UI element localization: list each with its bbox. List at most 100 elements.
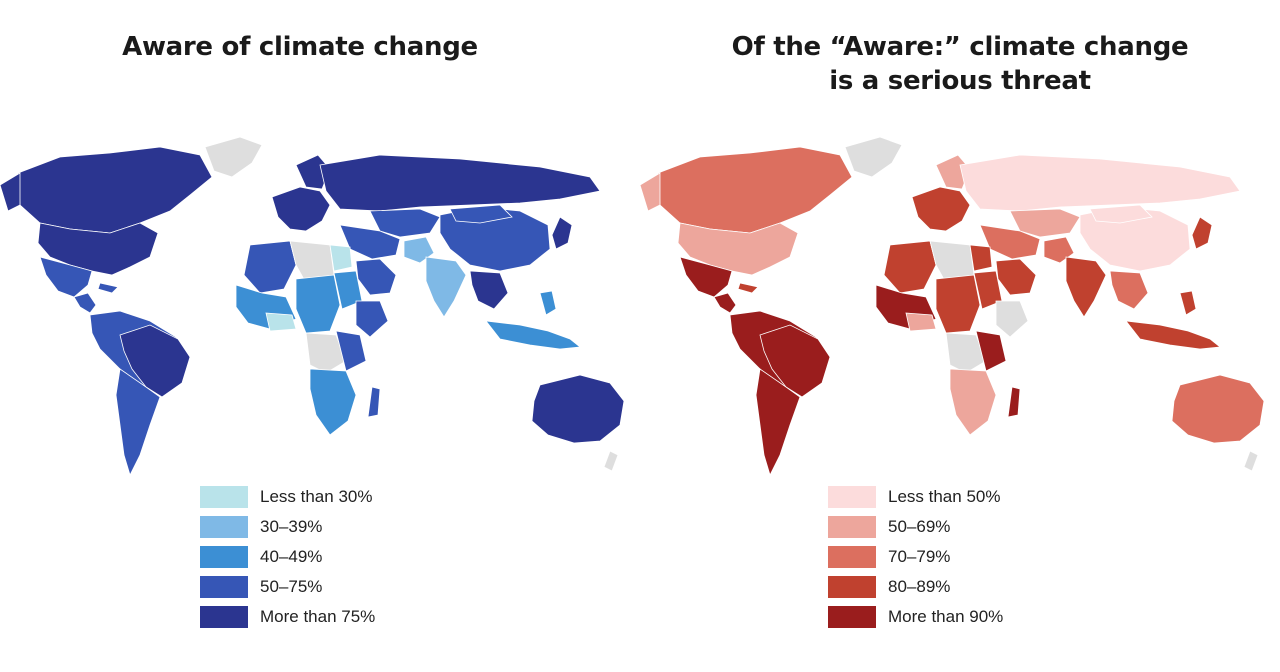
awareness-map-panel: Aware of climate change <box>0 30 625 632</box>
legend-swatch <box>828 516 876 538</box>
legend-item: More than 75% <box>200 602 375 632</box>
legend-swatch <box>200 516 248 538</box>
legend-swatch <box>200 576 248 598</box>
threat-map-title: Of the “Aware:” climate change is a seri… <box>640 30 1280 98</box>
japan <box>551 216 573 250</box>
threat-title-line-1: Of the “Aware:” climate change <box>731 32 1189 62</box>
mongolia <box>1089 204 1153 224</box>
india <box>1065 256 1107 318</box>
legend-label: 80–89% <box>888 577 951 596</box>
greenland <box>844 136 903 178</box>
alaska <box>0 172 21 212</box>
central-africa <box>935 274 981 334</box>
awareness-world-map <box>0 136 625 477</box>
southern-africa <box>309 368 357 436</box>
canada <box>657 146 853 234</box>
legend-label: 50–69% <box>888 517 951 536</box>
legend-item: 50–69% <box>828 512 1003 542</box>
central-america <box>713 292 737 314</box>
philippines <box>1179 290 1197 316</box>
mexico <box>679 256 733 298</box>
legend-label: 70–79% <box>888 547 951 566</box>
brazil <box>119 324 191 398</box>
central-america <box>73 292 97 314</box>
legend-swatch <box>828 576 876 598</box>
north-africa-west <box>243 240 297 294</box>
russia <box>959 154 1241 212</box>
legend-label: Less than 30% <box>260 487 373 506</box>
greenland <box>204 136 263 178</box>
legend-swatch <box>828 486 876 508</box>
legend-item: 70–79% <box>828 542 1003 572</box>
threat-world-map <box>640 136 1265 477</box>
philippines <box>539 290 557 316</box>
mexico <box>39 256 93 298</box>
legend-label: 50–75% <box>260 577 323 596</box>
south-america-south <box>115 368 161 477</box>
caribbean <box>97 282 119 294</box>
china <box>439 206 551 272</box>
legend-label: Less than 50% <box>888 487 1001 506</box>
legend-label: 30–39% <box>260 517 323 536</box>
alaska <box>640 172 661 212</box>
new-zealand <box>1243 450 1259 472</box>
east-africa <box>975 330 1007 372</box>
mongolia <box>449 204 513 224</box>
madagascar <box>1007 386 1021 418</box>
east-africa <box>335 330 367 372</box>
japan <box>1191 216 1213 250</box>
congo <box>305 332 347 374</box>
canada <box>17 146 213 234</box>
egypt <box>329 244 353 272</box>
legend-swatch <box>828 606 876 628</box>
europe <box>911 186 971 232</box>
north-africa-west <box>883 240 937 294</box>
southern-africa <box>949 368 997 436</box>
australia <box>531 374 625 444</box>
legend-label: More than 75% <box>260 607 376 626</box>
legend-label: More than 90% <box>888 607 1004 626</box>
legend-swatch <box>200 606 248 628</box>
madagascar <box>367 386 381 418</box>
awareness-title-line: Aware of climate change <box>122 32 478 62</box>
russia <box>319 154 601 212</box>
india <box>425 256 467 318</box>
china <box>1079 206 1191 272</box>
australia <box>1171 374 1265 444</box>
legend-item: 50–75% <box>200 572 375 602</box>
legend-swatch <box>200 546 248 568</box>
new-zealand <box>603 450 619 472</box>
west-africa-coast <box>265 312 297 332</box>
legend-item: 30–39% <box>200 512 375 542</box>
legend-swatch <box>828 546 876 568</box>
arabia <box>995 258 1037 296</box>
europe <box>271 186 331 232</box>
usa <box>37 222 159 276</box>
horn-of-africa <box>355 300 389 338</box>
caribbean <box>737 282 759 294</box>
legend-item: 40–49% <box>200 542 375 572</box>
legend-swatch <box>200 486 248 508</box>
legend-item: Less than 50% <box>828 482 1003 512</box>
southeast-asia <box>1109 270 1149 310</box>
threat-title-line-2: is a serious threat <box>829 66 1091 96</box>
legend-label: 40–49% <box>260 547 323 566</box>
indonesia <box>485 320 582 350</box>
west-africa-coast <box>905 312 937 332</box>
southeast-asia <box>469 270 509 310</box>
horn-of-africa <box>995 300 1029 338</box>
threat-legend: Less than 50% 50–69% 70–79% 80–89% More … <box>828 482 1003 632</box>
brazil <box>759 324 831 398</box>
south-america-south <box>755 368 801 477</box>
arabia <box>355 258 397 296</box>
awareness-legend: Less than 30% 30–39% 40–49% 50–75% More … <box>200 482 375 632</box>
usa <box>677 222 799 276</box>
legend-item: Less than 30% <box>200 482 375 512</box>
awareness-map-title: Aware of climate change <box>0 30 620 64</box>
threat-map-panel: Of the “Aware:” climate change is a seri… <box>640 0 1280 672</box>
congo <box>945 332 987 374</box>
indonesia <box>1125 320 1222 350</box>
central-africa <box>295 274 341 334</box>
legend-item: 80–89% <box>828 572 1003 602</box>
legend-item: More than 90% <box>828 602 1003 632</box>
